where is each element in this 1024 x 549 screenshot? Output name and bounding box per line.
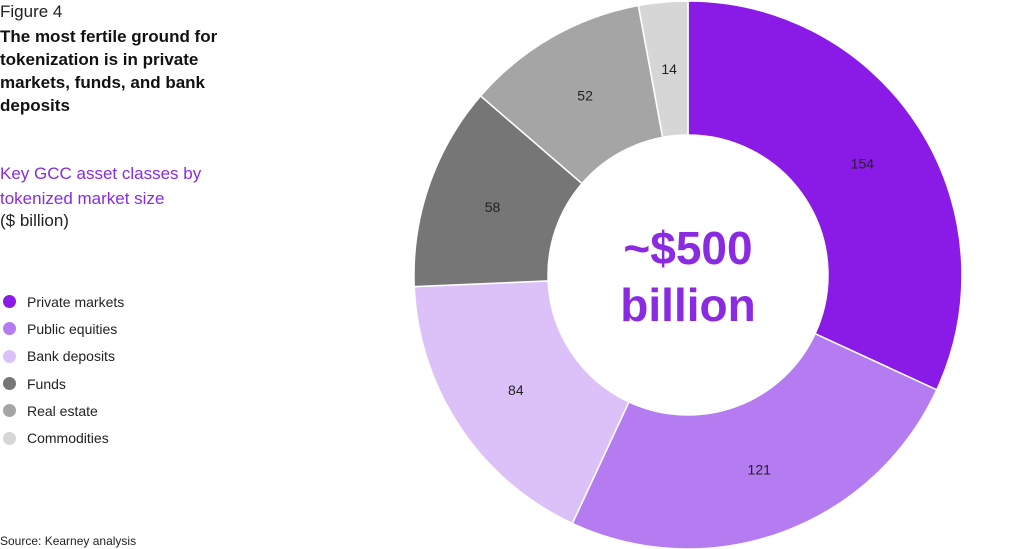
legend-item: Real estate: [3, 397, 124, 424]
legend-label: Public equities: [27, 320, 118, 337]
chart-unit: ($ billion): [0, 211, 69, 230]
legend-label: Funds: [27, 375, 66, 392]
figure-label: Figure 4: [0, 2, 63, 21]
slice-value-label: 14: [661, 61, 677, 77]
legend-item: Commodities: [3, 424, 124, 451]
legend-swatch: [3, 322, 16, 336]
legend-label: Commodities: [27, 430, 109, 447]
legend-item: Bank deposits: [3, 343, 124, 370]
legend-swatch: [3, 377, 16, 391]
legend-swatch: [3, 431, 16, 445]
chart-subtitle: Key GCC asset classes by tokenized marke…: [0, 164, 202, 208]
slice-value-label: 84: [508, 382, 524, 398]
legend-label: Real estate: [27, 402, 98, 419]
legend-item: Funds: [3, 370, 124, 397]
legend-label: Private markets: [27, 293, 125, 310]
donut-center-text: billion: [620, 279, 755, 331]
donut-slice: [413, 280, 630, 525]
slice-value-label: 58: [485, 199, 501, 215]
legend-label: Bank deposits: [27, 348, 115, 365]
legend-swatch: [3, 295, 16, 309]
donut-slice: [687, 0, 963, 391]
legend-swatch: [3, 349, 16, 363]
slice-value-label: 154: [851, 155, 875, 171]
chart-headline: The most fertile ground for tokenization…: [0, 27, 218, 115]
donut-slice: [571, 332, 938, 549]
donut-center-text: ~$500: [623, 222, 752, 274]
slice-value-label: 121: [748, 461, 772, 477]
source-note: Source: Kearney analysis: [0, 534, 137, 548]
legend-swatch: [3, 404, 16, 418]
slice-value-label: 52: [577, 87, 593, 103]
legend-item: Private markets: [3, 288, 124, 315]
legend: Private markets Public equities Bank depos…: [3, 288, 124, 452]
legend-item: Public equities: [3, 315, 124, 342]
donut-slice: [637, 0, 689, 139]
